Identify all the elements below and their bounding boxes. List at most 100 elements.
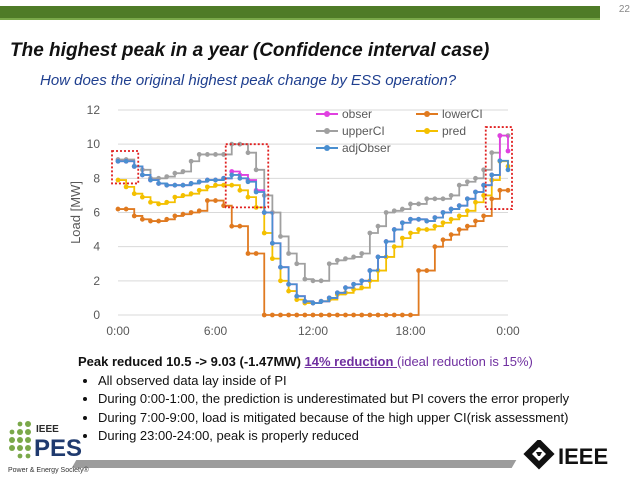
data-point-adjObser xyxy=(399,220,405,226)
data-point-upperCI xyxy=(302,276,308,282)
data-point-lowerCI xyxy=(440,237,446,243)
data-point-pred xyxy=(221,182,227,188)
pes-logo-pes: PES xyxy=(34,435,82,462)
data-point-obser xyxy=(229,169,235,174)
data-point-adjObser xyxy=(489,172,495,178)
data-point-pred xyxy=(131,191,137,197)
data-point-lowerCI xyxy=(310,312,316,318)
data-point-lowerCI xyxy=(229,223,235,229)
footer-bar xyxy=(71,460,517,468)
legend-label-upperCI: upperCI xyxy=(342,124,385,138)
data-point-adjObser xyxy=(245,179,251,185)
load-chart: 0 2 4 6 8 10 12 0:00 6:00 12:00 18:00 0:00 Load [MW]… xyxy=(68,103,520,338)
data-point-upperCI xyxy=(432,196,438,202)
data-point-adjObser xyxy=(408,216,413,222)
data-point-pred xyxy=(204,184,210,190)
data-point-pred xyxy=(115,177,121,183)
y-tick-label: 0 xyxy=(93,308,100,322)
data-point-pred xyxy=(399,235,405,241)
finding-item: All observed data lay inside of PI xyxy=(98,372,569,391)
data-point-upperCI xyxy=(343,256,348,262)
data-point-upperCI xyxy=(286,251,292,256)
data-point-pred xyxy=(448,216,454,222)
data-point-pred xyxy=(156,201,162,207)
data-point-adjObser xyxy=(383,239,389,244)
legend-marker-obser xyxy=(324,111,330,117)
data-point-lowerCI xyxy=(253,251,259,256)
data-point-lowerCI xyxy=(123,206,129,212)
data-point-adjObser xyxy=(505,167,511,173)
ieee-wordmark: IEEE xyxy=(558,444,608,469)
data-point-upperCI xyxy=(310,278,316,284)
data-point-upperCI xyxy=(416,201,422,207)
data-point-adjObser xyxy=(448,206,454,212)
data-point-pred xyxy=(229,182,235,188)
data-point-lowerCI xyxy=(489,196,495,202)
pes-logo-ieee: IEEE xyxy=(36,424,59,435)
data-point-adjObser xyxy=(213,177,218,183)
data-point-upperCI xyxy=(326,261,332,267)
data-point-upperCI xyxy=(464,179,470,185)
data-point-adjObser xyxy=(473,189,478,195)
data-point-adjObser xyxy=(229,172,235,178)
data-point-pred xyxy=(180,193,186,198)
data-point-adjObser xyxy=(286,281,292,287)
data-point-lowerCI xyxy=(399,312,405,318)
data-point-pred xyxy=(456,213,462,219)
legend-label-obser: obser xyxy=(342,107,372,121)
data-point-lowerCI xyxy=(424,268,430,273)
data-point-adjObser xyxy=(424,218,430,224)
data-point-adjObser xyxy=(123,158,129,164)
summary-ideal: (ideal reduction is 15%) xyxy=(397,354,533,369)
legend-marker-adjObser xyxy=(324,145,330,151)
data-point-lowerCI xyxy=(164,216,170,222)
data-point-upperCI xyxy=(196,152,202,157)
data-point-pred xyxy=(416,227,422,232)
legend-label-adjObser: adjObser xyxy=(342,141,391,155)
data-point-upperCI xyxy=(245,150,251,156)
data-point-lowerCI xyxy=(473,218,478,224)
data-point-upperCI xyxy=(399,206,405,212)
data-point-adjObser xyxy=(367,268,373,273)
data-point-upperCI xyxy=(456,182,462,188)
data-point-adjObser xyxy=(432,215,438,221)
highlight-window xyxy=(224,143,270,209)
data-point-lowerCI xyxy=(448,232,454,238)
data-point-adjObser xyxy=(456,203,462,209)
pes-logo-caption: Power & Energy Society® xyxy=(8,466,89,474)
y-tick-label: 4 xyxy=(93,240,100,254)
data-point-lowerCI xyxy=(213,198,218,203)
data-point-adjObser xyxy=(294,293,300,299)
data-point-upperCI xyxy=(408,201,413,207)
data-point-adjObser xyxy=(172,182,178,188)
data-point-adjObser xyxy=(416,216,422,222)
data-point-upperCI xyxy=(237,141,243,147)
data-point-upperCI xyxy=(318,278,324,284)
data-point-lowerCI xyxy=(367,312,373,318)
data-point-lowerCI xyxy=(172,213,178,219)
data-point-adjObser xyxy=(164,182,170,188)
data-point-pred xyxy=(464,208,470,214)
data-point-upperCI xyxy=(351,254,357,260)
data-point-upperCI xyxy=(294,261,300,267)
data-point-pred xyxy=(148,199,153,205)
data-point-adjObser xyxy=(131,163,137,169)
data-point-lowerCI xyxy=(261,312,267,318)
data-point-lowerCI xyxy=(188,210,194,215)
data-point-upperCI xyxy=(489,150,495,156)
data-point-lowerCI xyxy=(334,312,340,318)
data-point-upperCI xyxy=(383,210,389,215)
slide-number: 22 xyxy=(618,4,630,15)
data-point-upperCI xyxy=(367,230,373,236)
data-point-lowerCI xyxy=(497,187,503,193)
data-point-lowerCI xyxy=(383,312,389,318)
data-point-pred xyxy=(139,194,145,200)
data-point-pred xyxy=(123,184,129,190)
finding-item: During 7:00-9:00, load is mitigated beca… xyxy=(98,409,569,428)
data-point-lowerCI xyxy=(481,213,487,219)
data-point-lowerCI xyxy=(286,312,292,318)
data-point-pred xyxy=(237,187,243,193)
header-green-band xyxy=(0,6,600,18)
header-divider xyxy=(0,18,600,20)
data-point-lowerCI xyxy=(115,206,121,212)
